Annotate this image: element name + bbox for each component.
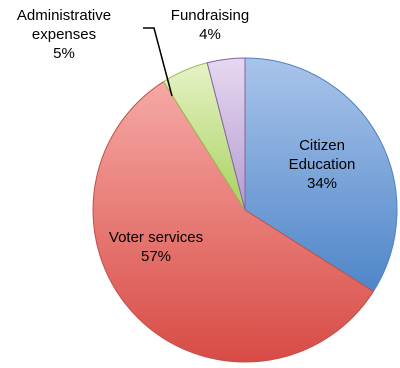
slice-percent-voter-services: 57% bbox=[141, 248, 171, 265]
slice-label-line-administrative-expenses: expenses bbox=[32, 26, 96, 43]
pie-slice-voter-services bbox=[92, 80, 375, 363]
slice-percent-citizen-education: 34% bbox=[307, 175, 337, 192]
pie-slice-citizen-education bbox=[244, 57, 398, 293]
slice-label-administrative-expenses: Administrative expenses 5% bbox=[17, 7, 111, 62]
slice-label-line-voter-services: Voter services bbox=[109, 229, 203, 246]
slice-label-line-fundraising: Fundraising bbox=[171, 7, 249, 24]
slices-layer bbox=[92, 57, 398, 363]
slice-percent-fundraising: 4% bbox=[199, 26, 221, 43]
slice-label-line-citizen-education: Citizen bbox=[299, 137, 345, 154]
slice-percent-administrative-expenses: 5% bbox=[53, 45, 75, 62]
slice-label-line-administrative-expenses: Administrative bbox=[17, 7, 111, 24]
pie-slice-fundraising bbox=[206, 57, 246, 211]
administrative-leader-line bbox=[143, 27, 173, 97]
slice-label-line-citizen-education: Education bbox=[289, 156, 356, 173]
slice-label-fundraising: Fundraising 4% bbox=[171, 7, 249, 43]
slice-label-voter-services: Voter services 57% bbox=[109, 229, 203, 265]
slice-label-citizen-education: Citizen Education 34% bbox=[289, 137, 356, 192]
labels-layer: Citizen Education 34% Voter services 57% Admi… bbox=[17, 7, 355, 265]
